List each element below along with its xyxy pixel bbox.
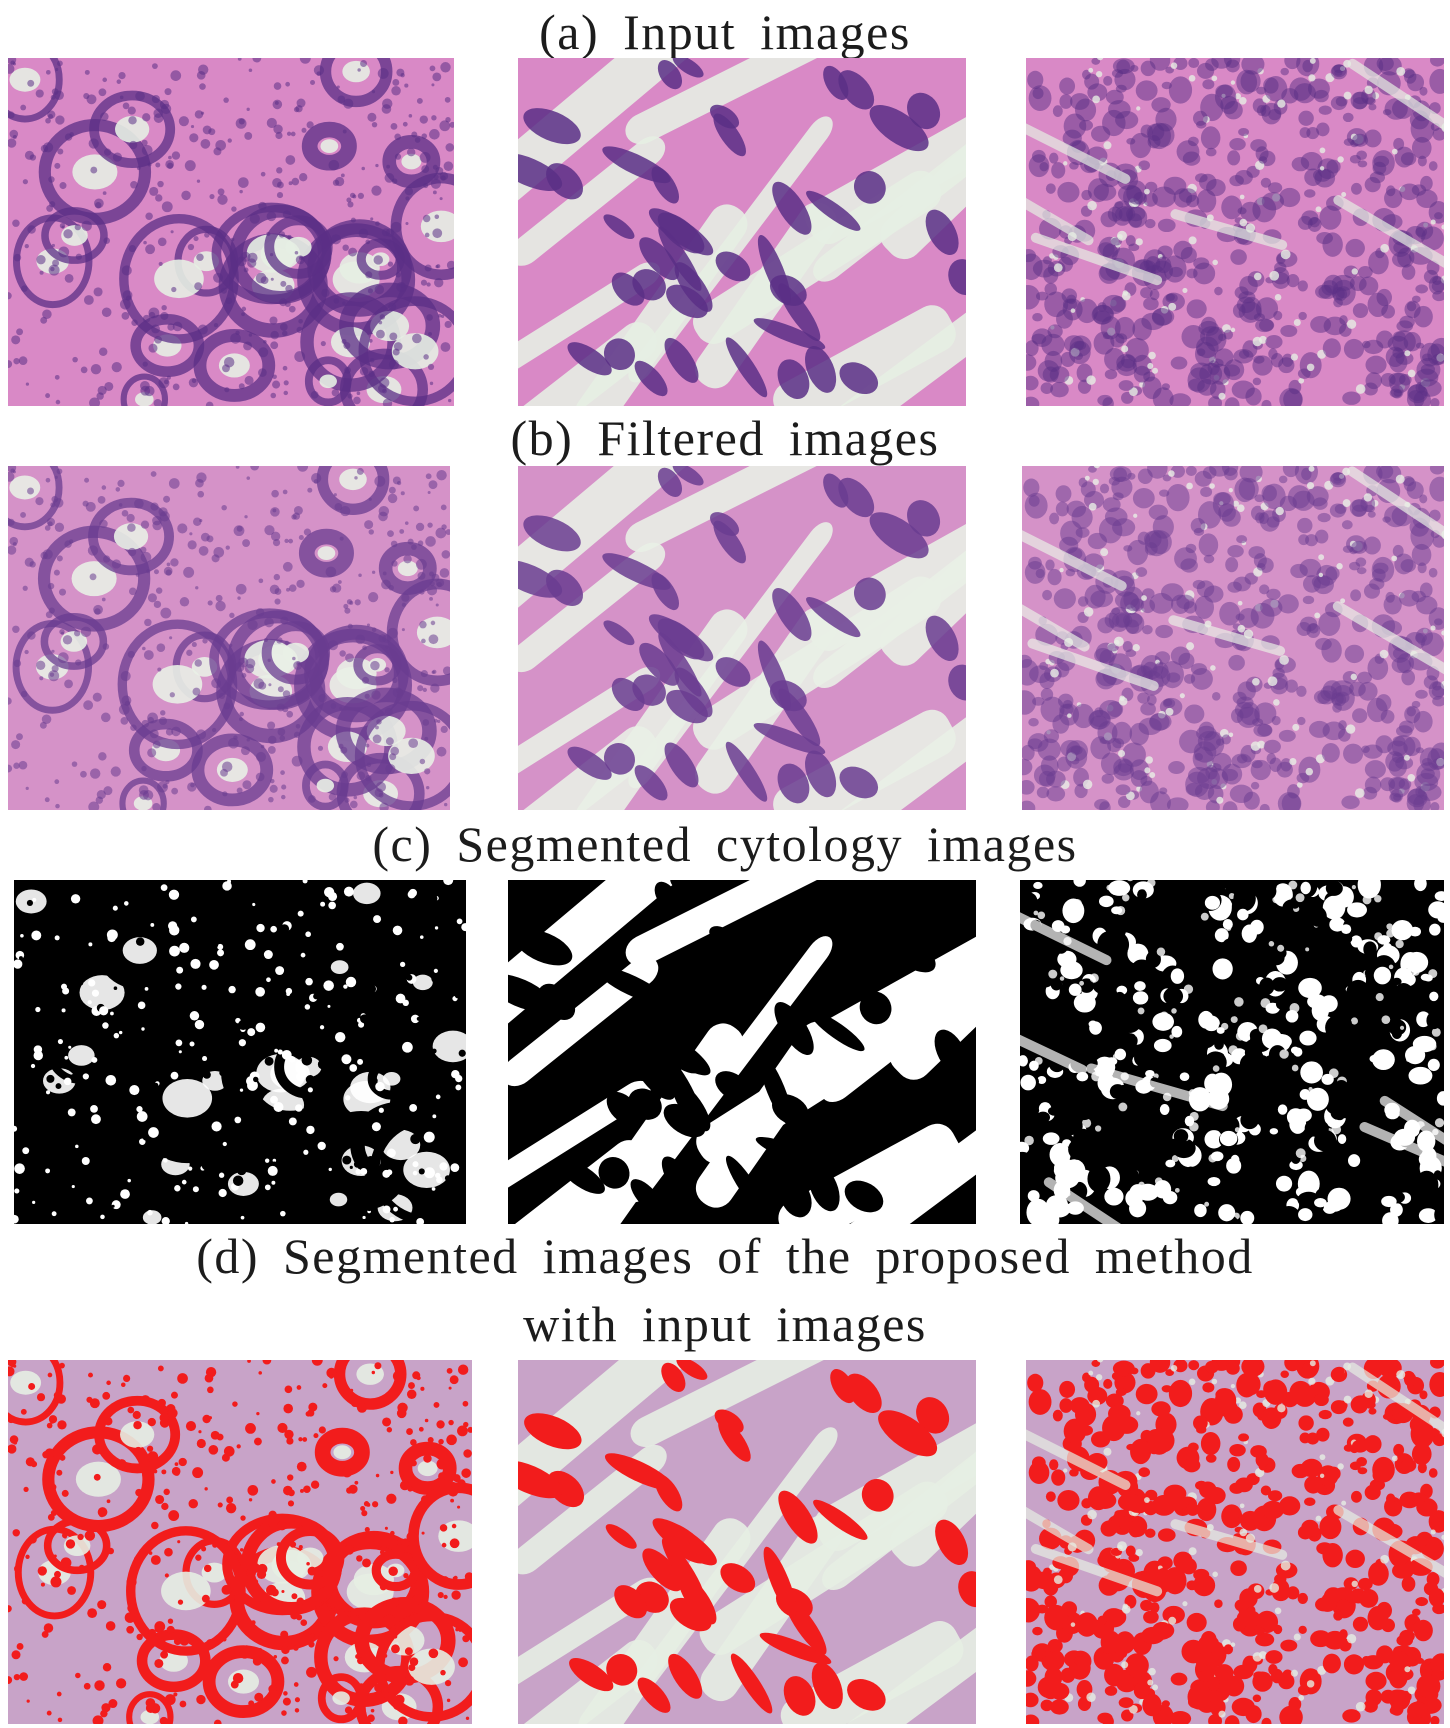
filtered-image-1 bbox=[8, 466, 450, 810]
caption-segmented-proposed-line1: (d) Segmented images of the proposed met… bbox=[196, 1228, 1254, 1284]
caption-segmented-proposed-line2: with input images bbox=[523, 1296, 927, 1352]
overlay-image-1 bbox=[8, 1360, 472, 1724]
caption-input-images: (a) Input images bbox=[539, 4, 911, 60]
overlay-image-3 bbox=[1026, 1360, 1444, 1724]
segmented-image-2 bbox=[508, 880, 976, 1224]
filtered-image-3 bbox=[1022, 466, 1444, 810]
segmented-image-1 bbox=[14, 880, 466, 1224]
segmented-image-3 bbox=[1020, 880, 1444, 1224]
input-image-3 bbox=[1026, 58, 1444, 406]
input-image-1 bbox=[8, 58, 454, 406]
caption-filtered-images: (b) Filtered images bbox=[510, 410, 940, 466]
overlay-image-2 bbox=[518, 1360, 976, 1724]
caption-segmented-cytology-images: (c) Segmented cytology images bbox=[372, 816, 1078, 872]
filtered-image-2 bbox=[518, 466, 966, 810]
input-image-2 bbox=[518, 58, 966, 406]
